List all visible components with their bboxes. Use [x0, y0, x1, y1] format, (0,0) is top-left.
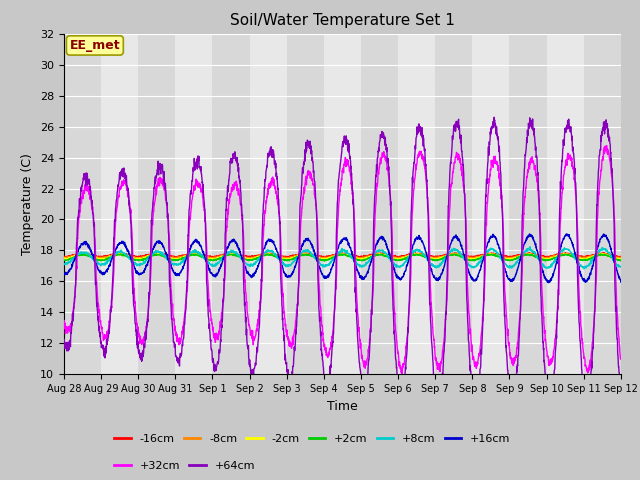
Bar	[584, 34, 621, 374]
Bar	[361, 34, 398, 374]
Bar	[138, 34, 175, 374]
X-axis label: Time: Time	[327, 400, 358, 413]
Bar	[435, 34, 472, 374]
Bar	[64, 34, 101, 374]
Bar	[287, 34, 324, 374]
Bar	[509, 34, 547, 374]
Y-axis label: Temperature (C): Temperature (C)	[22, 153, 35, 255]
Legend: +32cm, +64cm: +32cm, +64cm	[114, 461, 255, 471]
Title: Soil/Water Temperature Set 1: Soil/Water Temperature Set 1	[230, 13, 455, 28]
Bar	[212, 34, 250, 374]
Text: EE_met: EE_met	[70, 39, 120, 52]
